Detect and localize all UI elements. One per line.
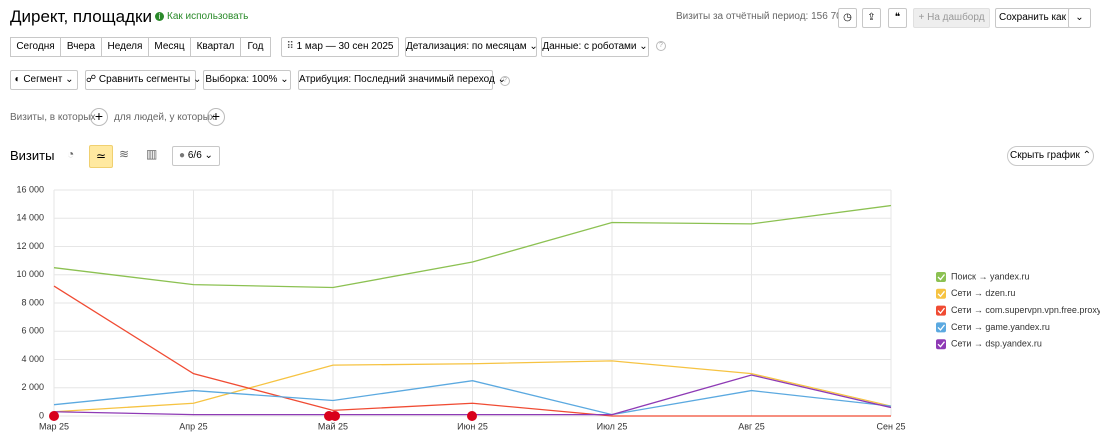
legend-label: Поиск → yandex.ru	[951, 271, 1029, 281]
y-tick-label: 12 000	[16, 241, 44, 251]
legend-swatch	[936, 339, 946, 350]
segment-dropdown[interactable]: Атрибуция: Последний значимый переход ⌄	[298, 70, 506, 90]
page-title: Директ, площадки	[10, 7, 152, 26]
segment-dropdown[interactable]: ☍ Сравнить сегменты ⌄	[85, 70, 201, 90]
legend-label: Сети → dzen.ru	[951, 288, 1015, 298]
legend-check	[937, 274, 946, 281]
pie-chart-icon[interactable]: ◔	[67, 147, 75, 161]
condition-visits: Визиты, в которых	[10, 112, 96, 123]
visits-total: Визиты за отчётный период: 156 700	[676, 11, 848, 22]
help-icon[interactable]: ?	[656, 41, 666, 51]
period-button[interactable]: Год	[240, 37, 271, 57]
period-button[interactable]: Сегодня	[10, 37, 61, 57]
segment-dropdown[interactable]: ◐ Сегмент ⌄	[10, 70, 78, 90]
x-tick-label: Авг 25	[738, 421, 765, 431]
y-tick-label: 4 000	[21, 354, 44, 364]
chart-title: Визиты	[10, 148, 55, 163]
period-button[interactable]: Квартал	[190, 37, 241, 57]
save-dropdown[interactable]: ⌄	[1068, 8, 1091, 28]
legend-label: Сети → com.supervpn.vpn.free.proxy	[951, 305, 1100, 315]
legend-swatch	[936, 305, 946, 316]
y-tick-label: 14 000	[16, 213, 44, 223]
legend-swatch	[936, 272, 946, 282]
period-button[interactable]: Месяц	[148, 37, 191, 57]
series-count-button[interactable]: ● 6/6 ⌄	[172, 146, 220, 166]
dashboard-button-text[interactable]: На дашборд	[927, 12, 985, 23]
series-count[interactable]: 6/6	[187, 150, 202, 161]
annotation-marker[interactable]	[49, 411, 59, 421]
legend-label: Сети → dsp.yandex.ru	[951, 339, 1042, 349]
add-condition[interactable]: +	[207, 108, 225, 126]
filter-dropdown[interactable]: Данные: с роботами ⌄	[541, 37, 649, 57]
y-tick-label: 10 000	[16, 269, 44, 279]
filter-dropdown[interactable]: Детализация: по месяцам ⌄	[405, 37, 538, 57]
bar-chart-icon[interactable]: ▥	[146, 147, 158, 161]
legend-check	[937, 307, 946, 315]
add-condition[interactable]: +	[90, 108, 108, 126]
share-button[interactable]: ❝	[888, 8, 907, 28]
period-button[interactable]: Неделя	[101, 37, 149, 57]
x-tick-label: Мар 25	[39, 421, 69, 431]
legend-check	[937, 290, 946, 298]
date-range-text[interactable]: 1 мар — 30 сен 2025	[296, 41, 394, 52]
date-range[interactable]: ⠿ 1 мар — 30 сен 2025	[281, 37, 399, 57]
hide-chart-text[interactable]: Скрыть график	[1009, 150, 1080, 161]
y-tick-label: 16 000	[16, 184, 44, 194]
legend-label: Сети → game.yandex.ru	[951, 322, 1050, 332]
help-icon[interactable]: ?	[500, 76, 510, 86]
legend-check	[937, 341, 946, 348]
help-link[interactable]: i Как использовать	[155, 11, 248, 22]
dashboard-button[interactable]: + На дашборд	[913, 8, 990, 28]
legend-swatch	[936, 288, 946, 299]
series-line	[53, 285, 891, 417]
period-button[interactable]: Вчера	[60, 37, 102, 57]
save-button[interactable]: Сохранить как	[995, 8, 1070, 28]
y-tick-label: 0	[39, 410, 44, 420]
hide-chart-button[interactable]: Скрыть график ⌃	[1007, 146, 1094, 166]
annotation-marker[interactable]	[467, 411, 477, 421]
y-tick-label: 2 000	[21, 382, 44, 392]
history-button[interactable]: ◷	[838, 8, 857, 28]
series-line	[53, 204, 892, 289]
y-tick-label: 8 000	[21, 297, 44, 307]
legend-swatch	[936, 322, 946, 333]
condition-people: для людей, у которых	[114, 112, 215, 123]
x-tick-label: Июн 25	[457, 421, 488, 431]
x-tick-label: Июл 25	[597, 421, 628, 431]
series-line	[53, 360, 892, 413]
area-chart-icon[interactable]: ≋	[119, 147, 130, 161]
y-tick-label: 6 000	[21, 326, 44, 336]
legend-check	[937, 324, 946, 331]
segment-dropdown[interactable]: Выборка: 100% ⌄	[203, 70, 291, 90]
help-link-text[interactable]: Как использовать	[167, 11, 249, 22]
series-line	[53, 380, 892, 416]
line-chart-icon[interactable]: ≃	[89, 145, 113, 168]
x-tick-label: Май 25	[318, 421, 348, 431]
export-button[interactable]: ⇪	[862, 8, 881, 28]
annotation-marker[interactable]	[330, 411, 340, 421]
x-tick-label: Апр 25	[179, 421, 207, 431]
x-tick-label: Сен 25	[877, 421, 906, 431]
